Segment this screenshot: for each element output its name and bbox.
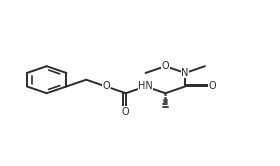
Text: HN: HN [138, 82, 153, 91]
Text: N: N [181, 68, 189, 78]
Text: O: O [102, 82, 110, 91]
Text: O: O [208, 82, 216, 91]
Text: O: O [122, 107, 130, 117]
Text: O: O [162, 61, 169, 71]
